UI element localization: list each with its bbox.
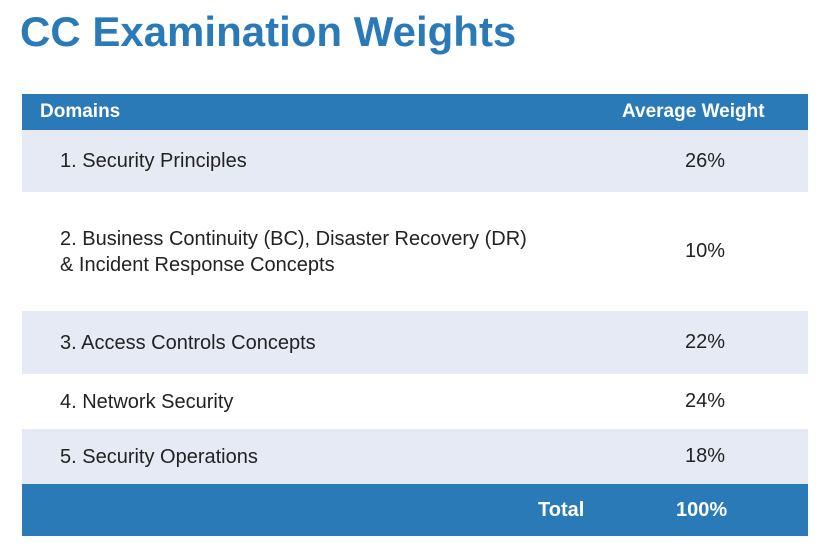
- weight-cell: 22%: [685, 331, 726, 353]
- weight-cell: 10%: [685, 240, 726, 262]
- domain-cell: 4. Network Security: [22, 389, 233, 415]
- weight-cell: 24%: [685, 390, 726, 412]
- domain-text: 5. Security Operations: [60, 445, 258, 468]
- table-row: 5. Security Operations 18%: [22, 429, 808, 484]
- domain-text-continued: & Incident Response Concepts: [60, 253, 335, 276]
- table-header-row: Domains Average Weight: [22, 94, 808, 130]
- domain-text: 3. Access Controls Concepts: [60, 331, 316, 354]
- table-row: 4. Network Security 24%: [22, 374, 808, 429]
- weight-cell: 18%: [685, 445, 726, 467]
- table-total-row: Total 100%: [22, 484, 808, 536]
- header-average-weight: Average Weight: [622, 101, 765, 122]
- domain-cell: 5. Security Operations: [22, 444, 258, 470]
- table-row: 1. Security Principles 26%: [22, 130, 808, 192]
- domain-cell: 3. Access Controls Concepts: [22, 330, 316, 356]
- domain-text: 1. Security Principles: [60, 150, 247, 172]
- weight-cell: 26%: [685, 149, 726, 172]
- table-row: 2. Business Continuity (BC), Disaster Re…: [22, 192, 808, 311]
- domain-text: 2. Business Continuity (BC), Disaster Re…: [60, 227, 527, 250]
- domain-cell: 2. Business Continuity (BC), Disaster Re…: [22, 226, 527, 278]
- total-value: 100%: [676, 498, 728, 521]
- weights-table: Domains Average Weight 1. Security Princ…: [22, 94, 808, 536]
- total-label: Total: [538, 498, 585, 521]
- table-row: 3. Access Controls Concepts 22%: [22, 311, 808, 374]
- domain-cell: 1. Security Principles: [22, 148, 247, 174]
- page-title: CC Examination Weights: [20, 8, 517, 55]
- domain-text: 4. Network Security: [60, 390, 234, 413]
- header-domains: Domains: [40, 101, 121, 122]
